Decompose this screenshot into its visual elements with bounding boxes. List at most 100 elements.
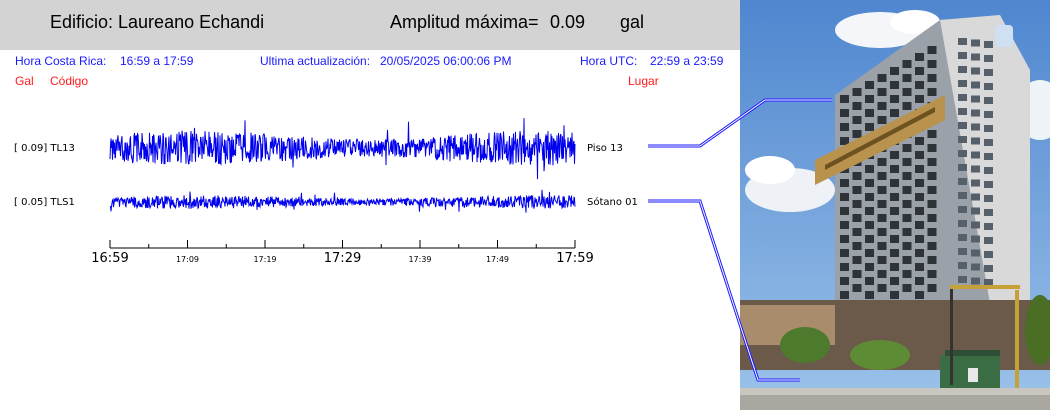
time-axis-label: 17:49 — [486, 255, 509, 264]
building-window — [915, 249, 924, 257]
building-window — [865, 109, 874, 117]
max-amplitude-unit: gal — [620, 12, 645, 32]
building-window — [840, 193, 849, 201]
building-window — [890, 249, 899, 257]
building-window — [865, 207, 874, 215]
building-window — [902, 158, 912, 166]
building-window — [840, 263, 849, 271]
building-window — [902, 186, 912, 194]
building-window — [902, 256, 912, 264]
building-window — [984, 153, 993, 160]
building-window — [984, 83, 993, 90]
building-window — [915, 151, 924, 159]
building-window — [984, 195, 993, 202]
building-window — [877, 200, 887, 208]
building-window — [958, 150, 967, 157]
building-window — [971, 207, 980, 215]
last-update-value: 20/05/2025 06:00:06 PM — [380, 54, 512, 68]
building-window — [915, 277, 924, 285]
building-window — [877, 74, 887, 82]
time-axis-label: 17:39 — [408, 255, 431, 264]
building-window — [840, 235, 849, 243]
building-window — [958, 52, 967, 59]
building-window — [984, 111, 993, 118]
building-window — [865, 81, 874, 89]
building-window — [865, 235, 874, 243]
building-window — [958, 66, 967, 73]
building-window — [971, 39, 980, 47]
building-window — [852, 186, 862, 194]
building-window — [971, 193, 980, 201]
building-window — [984, 41, 993, 48]
building-window — [902, 284, 912, 292]
building-window — [877, 116, 887, 124]
building-window — [927, 270, 937, 278]
building-window — [852, 116, 862, 124]
time-axis-label: 17:29 — [324, 251, 361, 266]
building-window — [852, 214, 862, 222]
building-window — [840, 291, 849, 299]
building-window — [984, 223, 993, 230]
building-window — [902, 74, 912, 82]
building-window — [902, 172, 912, 180]
building-window — [852, 242, 862, 250]
building-window — [915, 263, 924, 271]
building-window — [971, 137, 980, 145]
building-window — [877, 214, 887, 222]
building-window — [927, 144, 937, 152]
building-window — [890, 207, 899, 215]
local-time-range: 16:59 a 17:59 — [120, 54, 194, 68]
building-window — [840, 249, 849, 257]
building-window — [890, 291, 899, 299]
building-window — [840, 137, 849, 145]
building-window — [927, 130, 937, 138]
building-window — [971, 81, 980, 89]
column-code: Código — [50, 74, 89, 88]
building-window — [958, 178, 967, 185]
building-window — [984, 181, 993, 188]
time-axis-label: 17:09 — [176, 255, 199, 264]
building-window — [840, 109, 849, 117]
building-window — [915, 221, 924, 229]
building-window — [852, 284, 862, 292]
building-window — [971, 235, 980, 243]
building-window — [852, 200, 862, 208]
building-window — [877, 242, 887, 250]
building-window — [958, 80, 967, 87]
building-window — [971, 179, 980, 187]
building-window — [984, 97, 993, 104]
building-window — [890, 277, 899, 285]
building-window — [877, 256, 887, 264]
building-window — [971, 249, 980, 257]
seismic-trace-0 — [109, 118, 576, 180]
building-window — [890, 109, 899, 117]
building-window — [984, 167, 993, 174]
building-window — [958, 38, 967, 45]
column-gal: Gal — [15, 74, 34, 88]
building-window — [902, 270, 912, 278]
building-window — [890, 263, 899, 271]
building-window — [927, 46, 937, 54]
building-window — [902, 144, 912, 152]
building-window — [852, 270, 862, 278]
building-window — [927, 158, 937, 166]
building-window — [840, 123, 849, 131]
building-window — [927, 74, 937, 82]
utc-time-label: Hora UTC: — [580, 54, 638, 68]
building-window — [927, 60, 937, 68]
building-window — [840, 221, 849, 229]
building-window — [915, 179, 924, 187]
building-window — [984, 55, 993, 62]
building-window — [958, 94, 967, 101]
building-photo — [740, 0, 1050, 410]
building-window — [927, 200, 937, 208]
building-window — [915, 95, 924, 103]
building-window — [840, 95, 849, 103]
building-window — [902, 88, 912, 96]
building-window — [915, 207, 924, 215]
building-window — [840, 207, 849, 215]
building-window — [890, 95, 899, 103]
building-window — [890, 193, 899, 201]
building-window — [865, 95, 874, 103]
time-axis-label: 17:59 — [556, 251, 593, 266]
